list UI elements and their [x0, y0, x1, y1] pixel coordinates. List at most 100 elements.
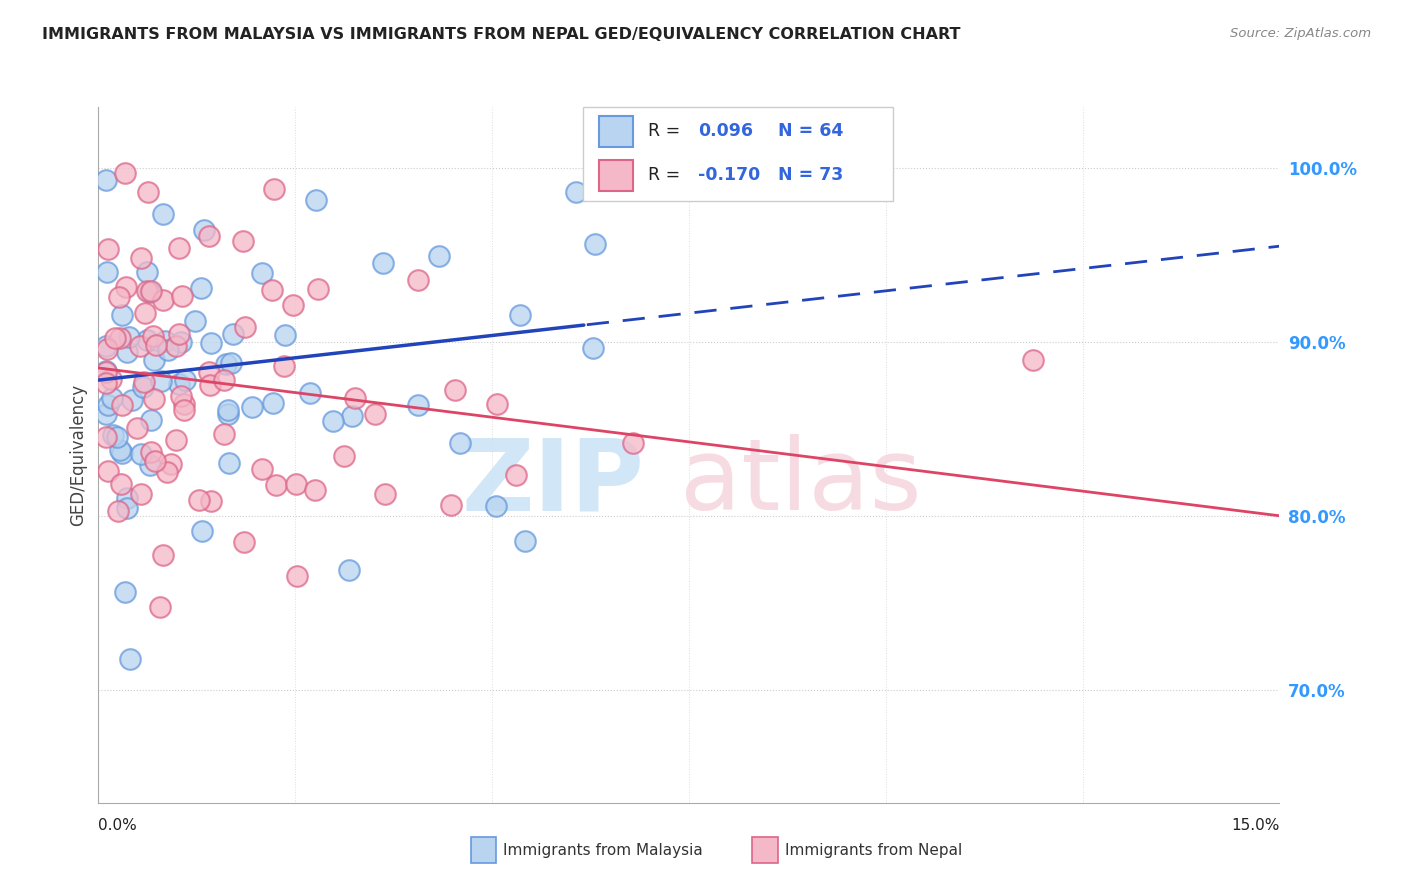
Point	[114, 280, 136, 294]
Point	[198, 378, 221, 392]
Text: 15.0%: 15.0%	[1232, 818, 1279, 832]
Point	[167, 377, 190, 392]
Text: 0.0%: 0.0%	[98, 818, 138, 832]
Point	[111, 398, 134, 412]
FancyBboxPatch shape	[583, 107, 893, 201]
Y-axis label: GED/Equivalency: GED/Equivalency	[69, 384, 87, 526]
Point	[96, 342, 118, 356]
Point	[190, 280, 212, 294]
Point	[406, 398, 429, 412]
Point	[111, 446, 134, 460]
Text: Immigrants from Nepal: Immigrants from Nepal	[785, 843, 962, 857]
Text: R =: R =	[648, 167, 686, 185]
Point	[96, 265, 118, 279]
Point	[96, 430, 118, 444]
Point	[170, 389, 193, 403]
Point	[169, 334, 191, 349]
Point	[219, 356, 242, 370]
Point	[153, 334, 176, 348]
Point	[260, 283, 283, 297]
Point	[285, 569, 308, 583]
Point	[149, 600, 172, 615]
Point	[170, 289, 193, 303]
Point	[621, 435, 644, 450]
Point	[105, 430, 128, 444]
Point	[582, 341, 605, 355]
Point	[121, 392, 143, 407]
Point	[232, 234, 254, 248]
Point	[152, 293, 174, 307]
Point	[440, 498, 463, 512]
Point	[198, 229, 221, 244]
Point	[233, 319, 256, 334]
Point	[139, 285, 162, 299]
Point	[111, 308, 134, 322]
Point	[118, 330, 141, 344]
Bar	[599, 161, 633, 191]
Point	[157, 343, 180, 357]
Point	[100, 392, 122, 406]
Point	[129, 339, 152, 353]
Point	[363, 408, 385, 422]
Point	[449, 436, 471, 450]
Point	[141, 413, 163, 427]
Point	[139, 285, 162, 299]
Point	[143, 352, 166, 367]
Text: atlas: atlas	[681, 434, 922, 532]
Point	[283, 298, 305, 312]
Point	[152, 207, 174, 221]
Point	[565, 185, 588, 199]
Point	[117, 345, 139, 359]
Point	[169, 242, 191, 256]
Point	[304, 483, 326, 497]
Point	[167, 327, 190, 342]
Point	[114, 585, 136, 599]
Point	[136, 186, 159, 200]
Point	[200, 493, 222, 508]
Point	[152, 549, 174, 563]
Point	[332, 449, 354, 463]
Point	[100, 372, 122, 386]
Point	[97, 464, 120, 478]
Point	[165, 433, 187, 447]
Point	[108, 290, 131, 304]
Point	[96, 339, 118, 353]
Point	[337, 563, 360, 577]
Point	[284, 477, 307, 491]
Point	[214, 357, 236, 371]
Point	[108, 442, 131, 457]
Point	[344, 391, 367, 405]
Point	[273, 359, 295, 373]
Point	[173, 373, 195, 387]
Point	[305, 194, 328, 208]
Text: Immigrants from Malaysia: Immigrants from Malaysia	[503, 843, 703, 857]
Point	[218, 456, 240, 470]
Point	[129, 487, 152, 501]
Point	[221, 327, 243, 342]
Point	[200, 335, 222, 350]
Point	[142, 329, 165, 343]
Text: N = 73: N = 73	[779, 167, 844, 185]
Point	[97, 242, 120, 256]
Point	[107, 504, 129, 518]
Point	[96, 365, 118, 379]
Text: Source: ZipAtlas.com: Source: ZipAtlas.com	[1230, 27, 1371, 40]
Point	[583, 237, 606, 252]
Point	[115, 491, 138, 506]
Text: 0.096: 0.096	[697, 122, 754, 140]
Point	[143, 392, 166, 406]
Point	[298, 385, 321, 400]
Point	[145, 338, 167, 352]
Point	[136, 333, 159, 347]
Text: -0.170: -0.170	[697, 167, 761, 185]
Point	[136, 265, 159, 279]
Point	[101, 427, 124, 442]
Point	[322, 415, 344, 429]
Point	[114, 166, 136, 180]
Point	[340, 409, 363, 423]
Point	[233, 535, 256, 549]
Point	[513, 534, 536, 549]
Point	[214, 373, 236, 387]
Point	[374, 487, 396, 501]
Text: R =: R =	[648, 122, 686, 140]
